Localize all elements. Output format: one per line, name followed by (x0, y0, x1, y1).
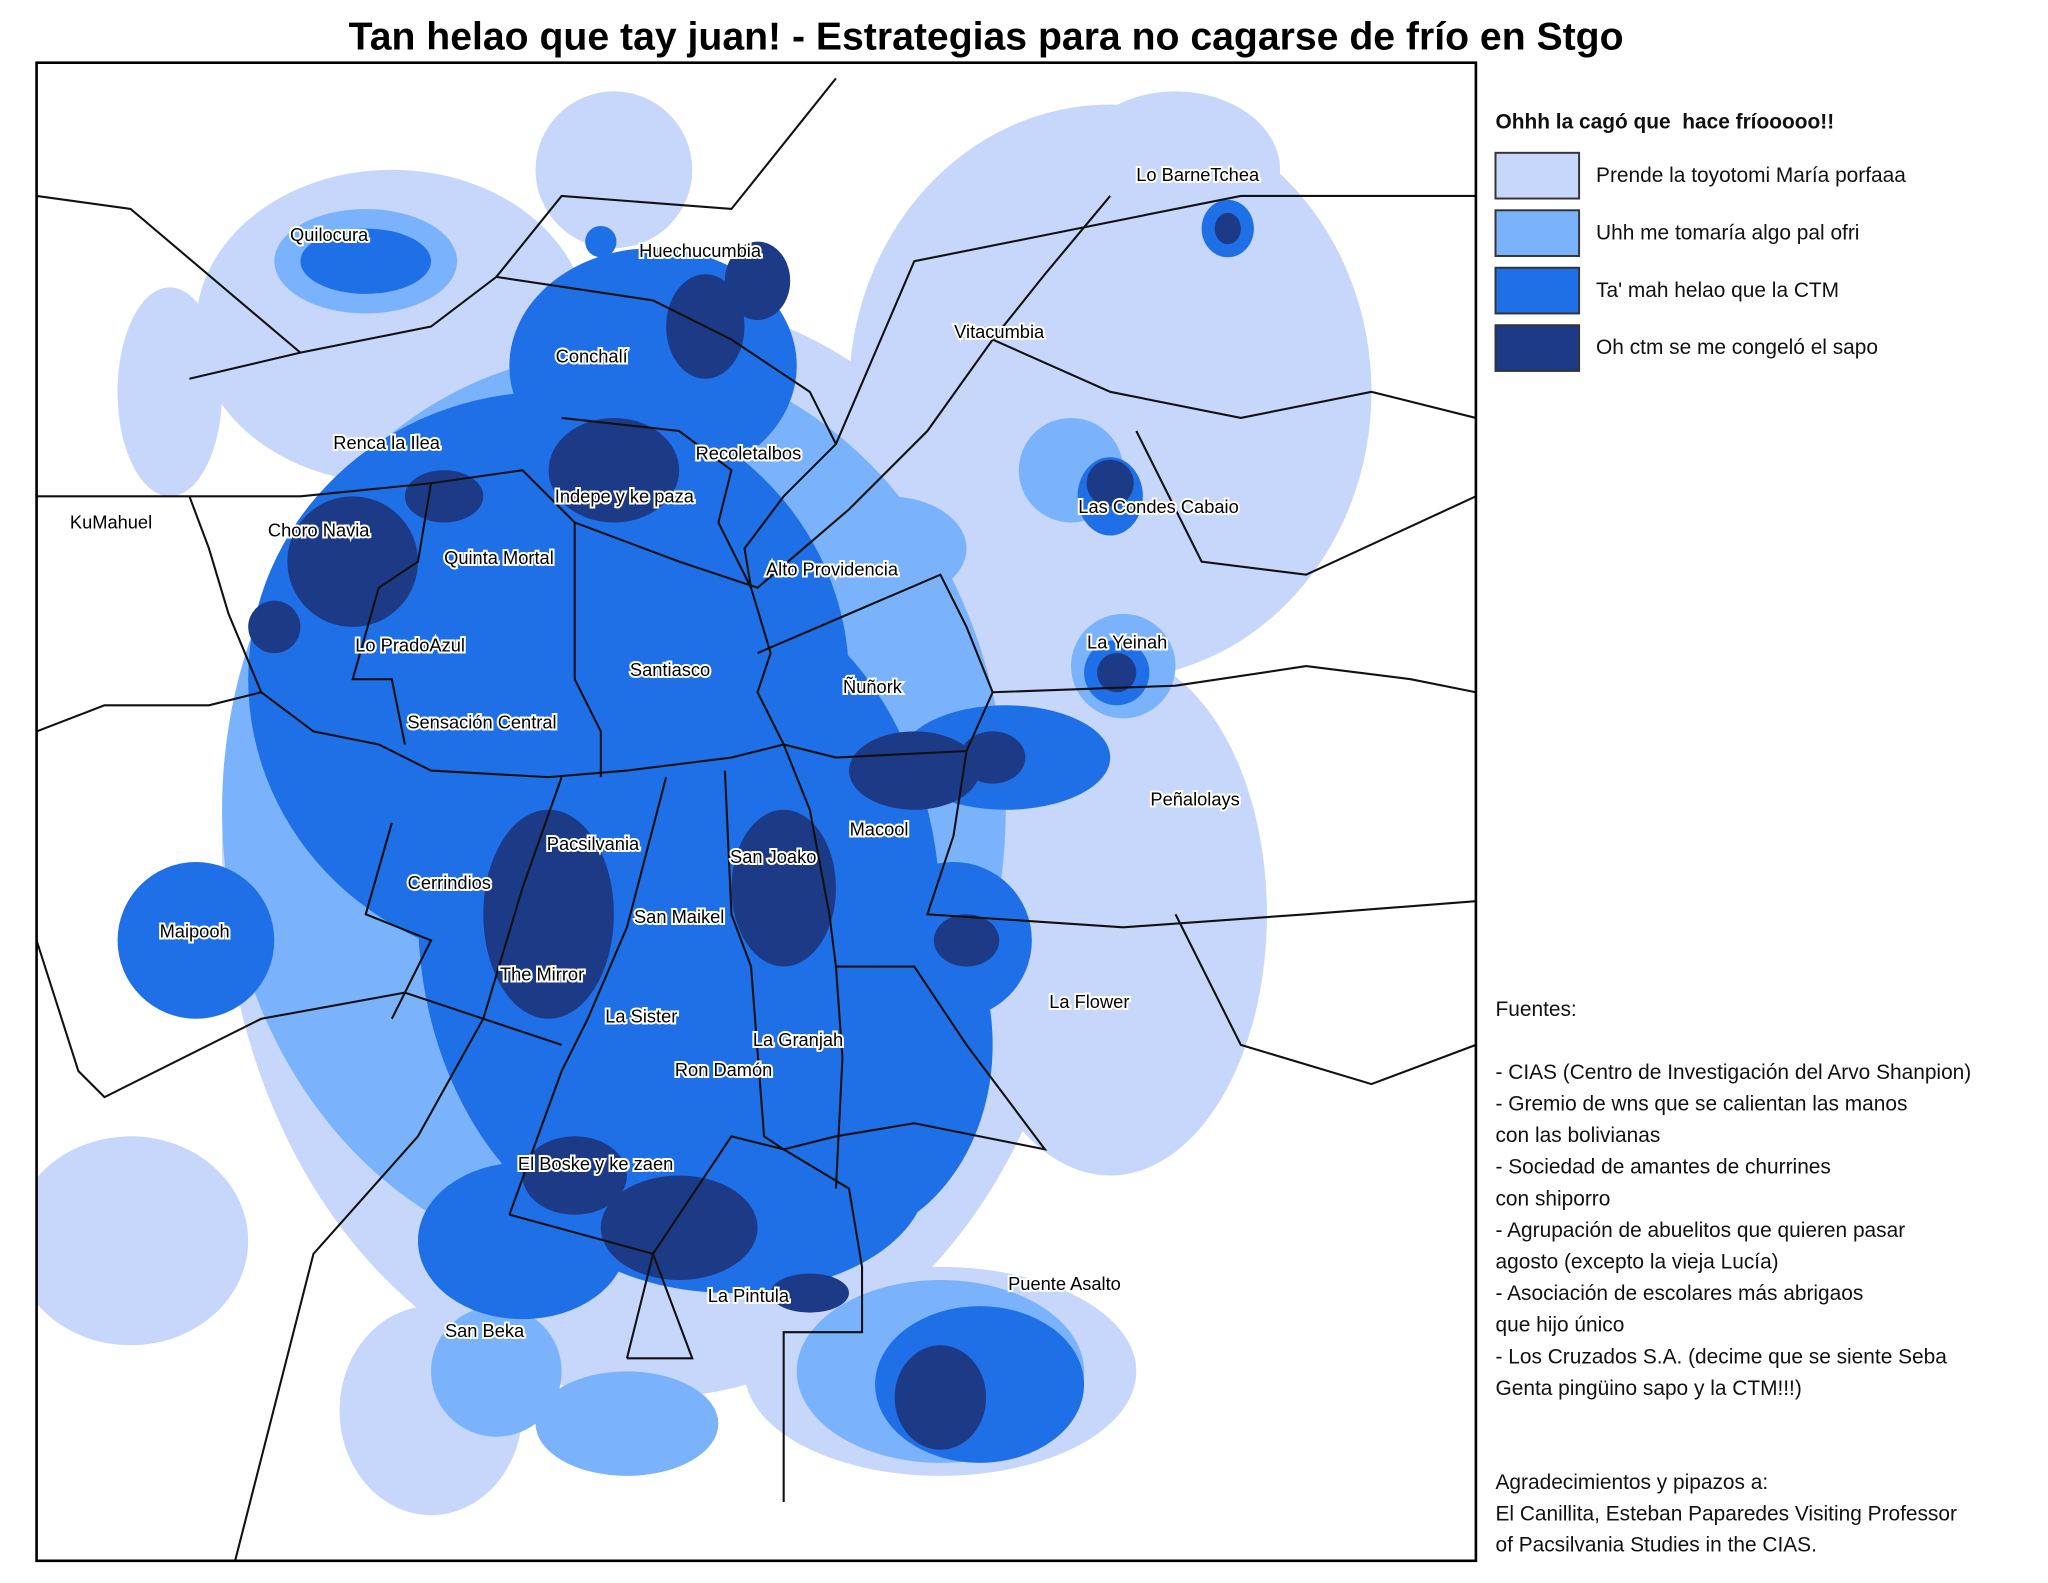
place-label: Lo PradoAzul (355, 634, 465, 655)
place-label: Ron Damón (675, 1059, 772, 1080)
place-label: El Boske y ke zaen (518, 1153, 673, 1174)
place-label: Ñuñork (843, 676, 903, 697)
legend-swatch (1494, 324, 1581, 372)
heat-area (1086, 459, 1134, 507)
heat-area (535, 1371, 719, 1476)
credits-line: Agradecimientos y pipazos a: (1496, 1471, 1769, 1494)
legend-swatch (1494, 151, 1581, 200)
place-label: Renca la Ilea (333, 432, 440, 453)
place-label: La Sister (605, 1005, 677, 1026)
place-label: Macool (850, 819, 909, 840)
place-label: Las Condes Cabaio (1078, 496, 1238, 517)
legend: Prende la toyotomi María porfaaa Uhh me t… (1494, 151, 1906, 372)
place-label: Cerrindios (408, 872, 491, 893)
heat-area (731, 809, 836, 967)
place-label: Indepe y ke paza (555, 485, 695, 506)
place-label: Pacsilvania (547, 833, 640, 854)
heat-area (535, 91, 693, 249)
place-label: Lo BarneTchea (1136, 164, 1260, 185)
place-label: Quilocura (290, 224, 369, 245)
legend-label: Uhh me tomaría algo pal ofri (1596, 221, 1859, 244)
sources-line: - Los Cruzados S.A. (decime que se sient… (1496, 1345, 1948, 1368)
legend-swatch (1494, 209, 1581, 257)
credits-line: El Canillita, Esteban Paparedes Visiting… (1496, 1502, 1957, 1525)
sources-line: que hijo único (1496, 1314, 1625, 1337)
heat-area (960, 731, 1026, 784)
place-label: Conchalí (556, 346, 628, 367)
sources-line: - Gremio de wns que se calientan las man… (1496, 1092, 1908, 1115)
place-label: Alto Providencia (766, 559, 899, 580)
heat-area (894, 1345, 987, 1450)
heat-area (117, 862, 275, 1019)
heat-area (483, 809, 614, 1019)
heat-area (1097, 653, 1137, 693)
heat-area (300, 228, 432, 294)
sources-line: Genta pingüino sapo y la CTM!!!) (1496, 1377, 1802, 1400)
place-label: Vitacumbia (954, 321, 1045, 342)
legend-label: Oh ctm se me congeló el sapo (1596, 336, 1878, 359)
place-label: La Yeinah (1087, 632, 1167, 653)
heat-areas (36, 91, 1372, 1516)
place-label: San Beka (445, 1320, 525, 1341)
notes: Fuentes: - CIAS (Centro de Investigación … (1496, 998, 1972, 1557)
sources-line: - Agrupación de abuelitos que quieren pa… (1496, 1219, 1906, 1242)
place-label: Maipooh (160, 920, 230, 941)
place-label: La Granjah (753, 1029, 843, 1050)
heat-area (117, 287, 223, 497)
heat-area (585, 225, 617, 258)
place-label: Quinta Mortal (444, 547, 554, 568)
place-label: Choro Navia (268, 519, 370, 540)
place-label: San Joako (730, 846, 816, 867)
place-label: San Maikel (634, 906, 724, 927)
heat-area (36, 1136, 249, 1346)
heat-area (724, 241, 791, 320)
heat-area (770, 1273, 849, 1313)
place-label: Santiasco (630, 659, 710, 680)
place-label: La Pintula (708, 1285, 790, 1306)
sources-line: - CIAS (Centro de Investigación del Arvo… (1496, 1061, 1972, 1084)
map-frame (35, 61, 1478, 1563)
sources-line: con las bolivianas (1496, 1124, 1661, 1147)
heat-area (248, 600, 301, 654)
heat-area (600, 1175, 758, 1280)
heat-area (287, 496, 418, 627)
heat-area (809, 496, 967, 601)
place-label: KuMahuel (70, 512, 152, 533)
commune-boundaries (36, 77, 1476, 1561)
heat-area (548, 417, 680, 523)
place-label: Peñalolays (1150, 788, 1239, 809)
heat-area (522, 1136, 627, 1215)
heat-area (933, 914, 1000, 967)
sources-heading: Fuentes: (1496, 998, 1577, 1021)
legend-title: Ohhh la cagó que hace fríooooo!! (1496, 110, 1835, 133)
map-title: Tan helao que tay juan! - Estrategias pa… (349, 16, 1624, 59)
place-label: Huechucumbia (639, 240, 762, 261)
heat-area (431, 1306, 562, 1437)
place-label: Recoletalbos (696, 442, 802, 463)
place-label: Puente Asalto (1008, 1273, 1121, 1294)
legend-swatch (1494, 266, 1581, 315)
heat-area (1214, 212, 1241, 245)
legend-label: Prende la toyotomi María porfaaa (1596, 164, 1906, 187)
legend-label: Ta' mah helao que la CTM (1596, 279, 1839, 302)
sources-line: - Asociación de escolares más abrigaos (1496, 1282, 1864, 1305)
place-label: The Mirror (500, 963, 584, 984)
place-label: La Flower (1049, 991, 1129, 1012)
sources-line: agosto (excepto la vieja Lucía) (1496, 1250, 1779, 1273)
place-labels: Quilocura Huechucumbia Lo BarneTchea Vitacu… (68, 162, 1262, 1343)
credits-line: of Pacsilvania Studies in the CIAS. (1496, 1534, 1817, 1557)
place-label: Sensación Central (407, 711, 556, 732)
sources-line: - Sociedad de amantes de churrines (1496, 1156, 1831, 1179)
sources-line: con shiporro (1496, 1187, 1611, 1210)
